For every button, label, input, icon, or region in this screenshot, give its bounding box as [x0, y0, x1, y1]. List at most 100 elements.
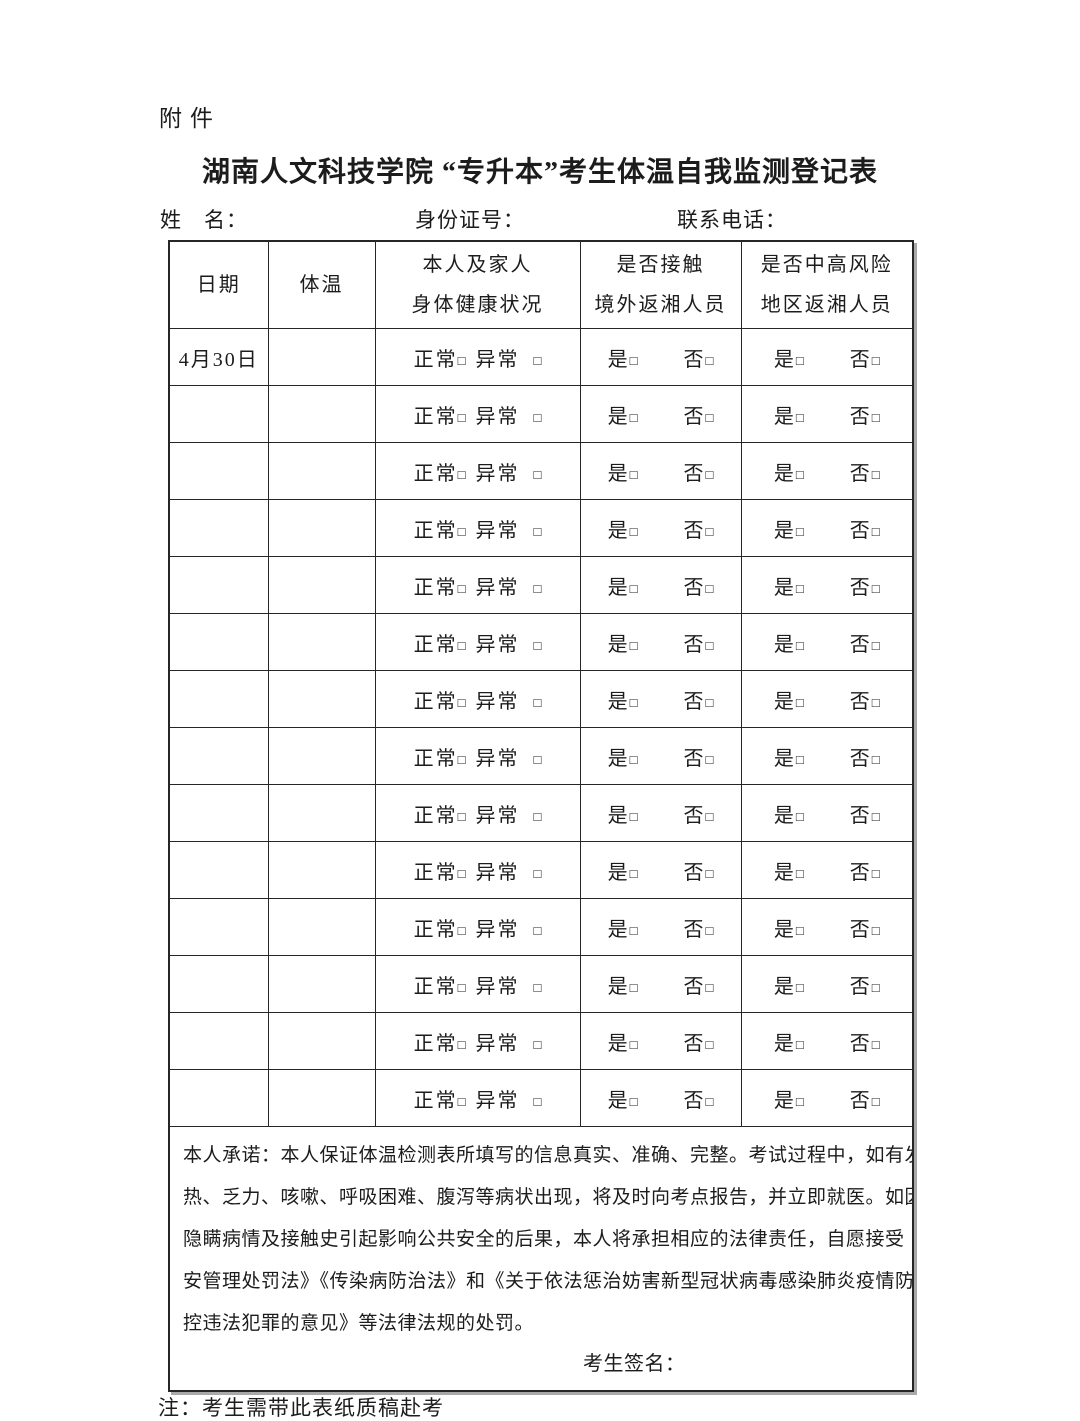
overseas-contact-cell: 是 □ 否 □ [579, 1012, 742, 1070]
checkbox-square-icon: □ [705, 637, 714, 653]
checkbox-square-icon: □ [705, 352, 714, 368]
abnormal-label: 异常 [475, 747, 520, 770]
no-label: 否 [683, 690, 706, 713]
table-row: 正常 □ 异常 □ 是 □ 否 □ 是 □ 否 □ [168, 385, 914, 443]
col-header-date: 日期 [168, 240, 269, 329]
yes-label: 是 [773, 804, 796, 827]
yes-label: 是 [773, 348, 796, 371]
yes-label: 是 [773, 918, 796, 941]
normal-label: 正常 [413, 348, 458, 371]
checkbox-square-icon: □ [871, 979, 880, 995]
checkbox-square-icon: □ [533, 466, 542, 482]
date-cell [168, 499, 269, 557]
checkbox-square-icon: □ [795, 523, 804, 539]
yes-label: 是 [773, 462, 796, 485]
date-cell [168, 442, 269, 500]
risk-area-cell: 是 □ 否 □ [740, 1012, 914, 1070]
checkbox-square-icon: □ [705, 580, 714, 596]
table-row: 正常 □ 异常 □ 是 □ 否 □ 是 □ 否 □ [168, 841, 914, 899]
risk-area-cell: 是 □ 否 □ [740, 328, 914, 386]
risk-area-cell: 是 □ 否 □ [740, 385, 914, 443]
yes-label: 是 [607, 576, 630, 599]
date-cell: 4月30日 [168, 328, 269, 386]
checkbox-square-icon: □ [457, 1036, 466, 1052]
risk-area-cell: 是 □ 否 □ [740, 442, 914, 500]
table-row: 4月30日 正常 □ 异常 □ 是 □ 否 □ 是 □ 否 □ [168, 328, 914, 386]
no-label: 否 [683, 462, 706, 485]
health-status-cell: 正常 □ 异常 □ [374, 841, 581, 899]
health-status-cell: 正常 □ 异常 □ [374, 499, 581, 557]
col-header-health-status: 本人及家人 身体健康状况 [374, 240, 581, 329]
checkbox-square-icon: □ [871, 352, 880, 368]
normal-label: 正常 [413, 405, 458, 428]
health-status-cell: 正常 □ 异常 □ [374, 442, 581, 500]
pledge-line: 本人承诺：本人保证体温检测表所填写的信息真实、准确、完整。考试过程中，如有发 [183, 1145, 913, 1166]
health-status-cell: 正常 □ 异常 □ [374, 670, 581, 728]
yes-label: 是 [773, 1089, 796, 1112]
checkbox-square-icon: □ [457, 466, 466, 482]
checkbox-square-icon: □ [871, 1093, 880, 1109]
checkbox-square-icon: □ [795, 1036, 804, 1052]
normal-label: 正常 [413, 918, 458, 941]
abnormal-label: 异常 [475, 633, 520, 656]
overseas-contact-cell: 是 □ 否 □ [579, 727, 742, 785]
temperature-cell [267, 670, 376, 728]
date-cell [168, 727, 269, 785]
checkbox-square-icon: □ [629, 922, 638, 938]
checkbox-square-icon: □ [629, 865, 638, 881]
yes-label: 是 [773, 1032, 796, 1055]
normal-label: 正常 [413, 1032, 458, 1055]
date-cell [168, 1069, 269, 1127]
yes-label: 是 [607, 405, 630, 428]
checkbox-square-icon: □ [871, 637, 880, 653]
checkbox-square-icon: □ [705, 979, 714, 995]
checkbox-square-icon: □ [533, 865, 542, 881]
checkbox-square-icon: □ [629, 409, 638, 425]
abnormal-label: 异常 [475, 519, 520, 542]
table-row: 正常 □ 异常 □ 是 □ 否 □ 是 □ 否 □ [168, 670, 914, 728]
abnormal-label: 异常 [475, 690, 520, 713]
checkbox-square-icon: □ [629, 466, 638, 482]
checkbox-square-icon: □ [533, 637, 542, 653]
checkbox-square-icon: □ [629, 808, 638, 824]
checkbox-square-icon: □ [871, 466, 880, 482]
no-label: 否 [683, 804, 706, 827]
health-status-cell: 正常 □ 异常 □ [374, 1069, 581, 1127]
checkbox-square-icon: □ [457, 409, 466, 425]
no-label: 否 [683, 747, 706, 770]
temperature-cell [267, 727, 376, 785]
checkbox-square-icon: □ [533, 751, 542, 767]
temperature-cell [267, 841, 376, 899]
abnormal-label: 异常 [475, 576, 520, 599]
checkbox-square-icon: □ [795, 580, 804, 596]
no-label: 否 [683, 633, 706, 656]
risk-area-cell: 是 □ 否 □ [740, 784, 914, 842]
health-status-cell: 正常 □ 异常 □ [374, 784, 581, 842]
yes-label: 是 [607, 690, 630, 713]
pledge-row: 本人承诺：本人保证体温检测表所填写的信息真实、准确、完整。考试过程中，如有发 热… [168, 1126, 914, 1392]
yes-label: 是 [607, 519, 630, 542]
yes-label: 是 [607, 462, 630, 485]
checkbox-square-icon: □ [457, 1093, 466, 1109]
no-label: 否 [849, 348, 872, 371]
checkbox-square-icon: □ [629, 694, 638, 710]
yes-label: 是 [773, 975, 796, 998]
checkbox-square-icon: □ [795, 808, 804, 824]
no-label: 否 [683, 519, 706, 542]
date-cell [168, 841, 269, 899]
yes-label: 是 [607, 747, 630, 770]
checkbox-square-icon: □ [795, 751, 804, 767]
temperature-cell [267, 1069, 376, 1127]
checkbox-square-icon: □ [533, 979, 542, 995]
date-cell [168, 955, 269, 1013]
temperature-cell [267, 1012, 376, 1070]
checkbox-square-icon: □ [629, 751, 638, 767]
risk-area-cell: 是 □ 否 □ [740, 841, 914, 899]
abnormal-label: 异常 [475, 1032, 520, 1055]
no-label: 否 [683, 918, 706, 941]
checkbox-square-icon: □ [533, 808, 542, 824]
checkbox-square-icon: □ [871, 409, 880, 425]
normal-label: 正常 [413, 462, 458, 485]
checkbox-square-icon: □ [705, 808, 714, 824]
signature-label: 考生签名： [583, 1353, 686, 1375]
